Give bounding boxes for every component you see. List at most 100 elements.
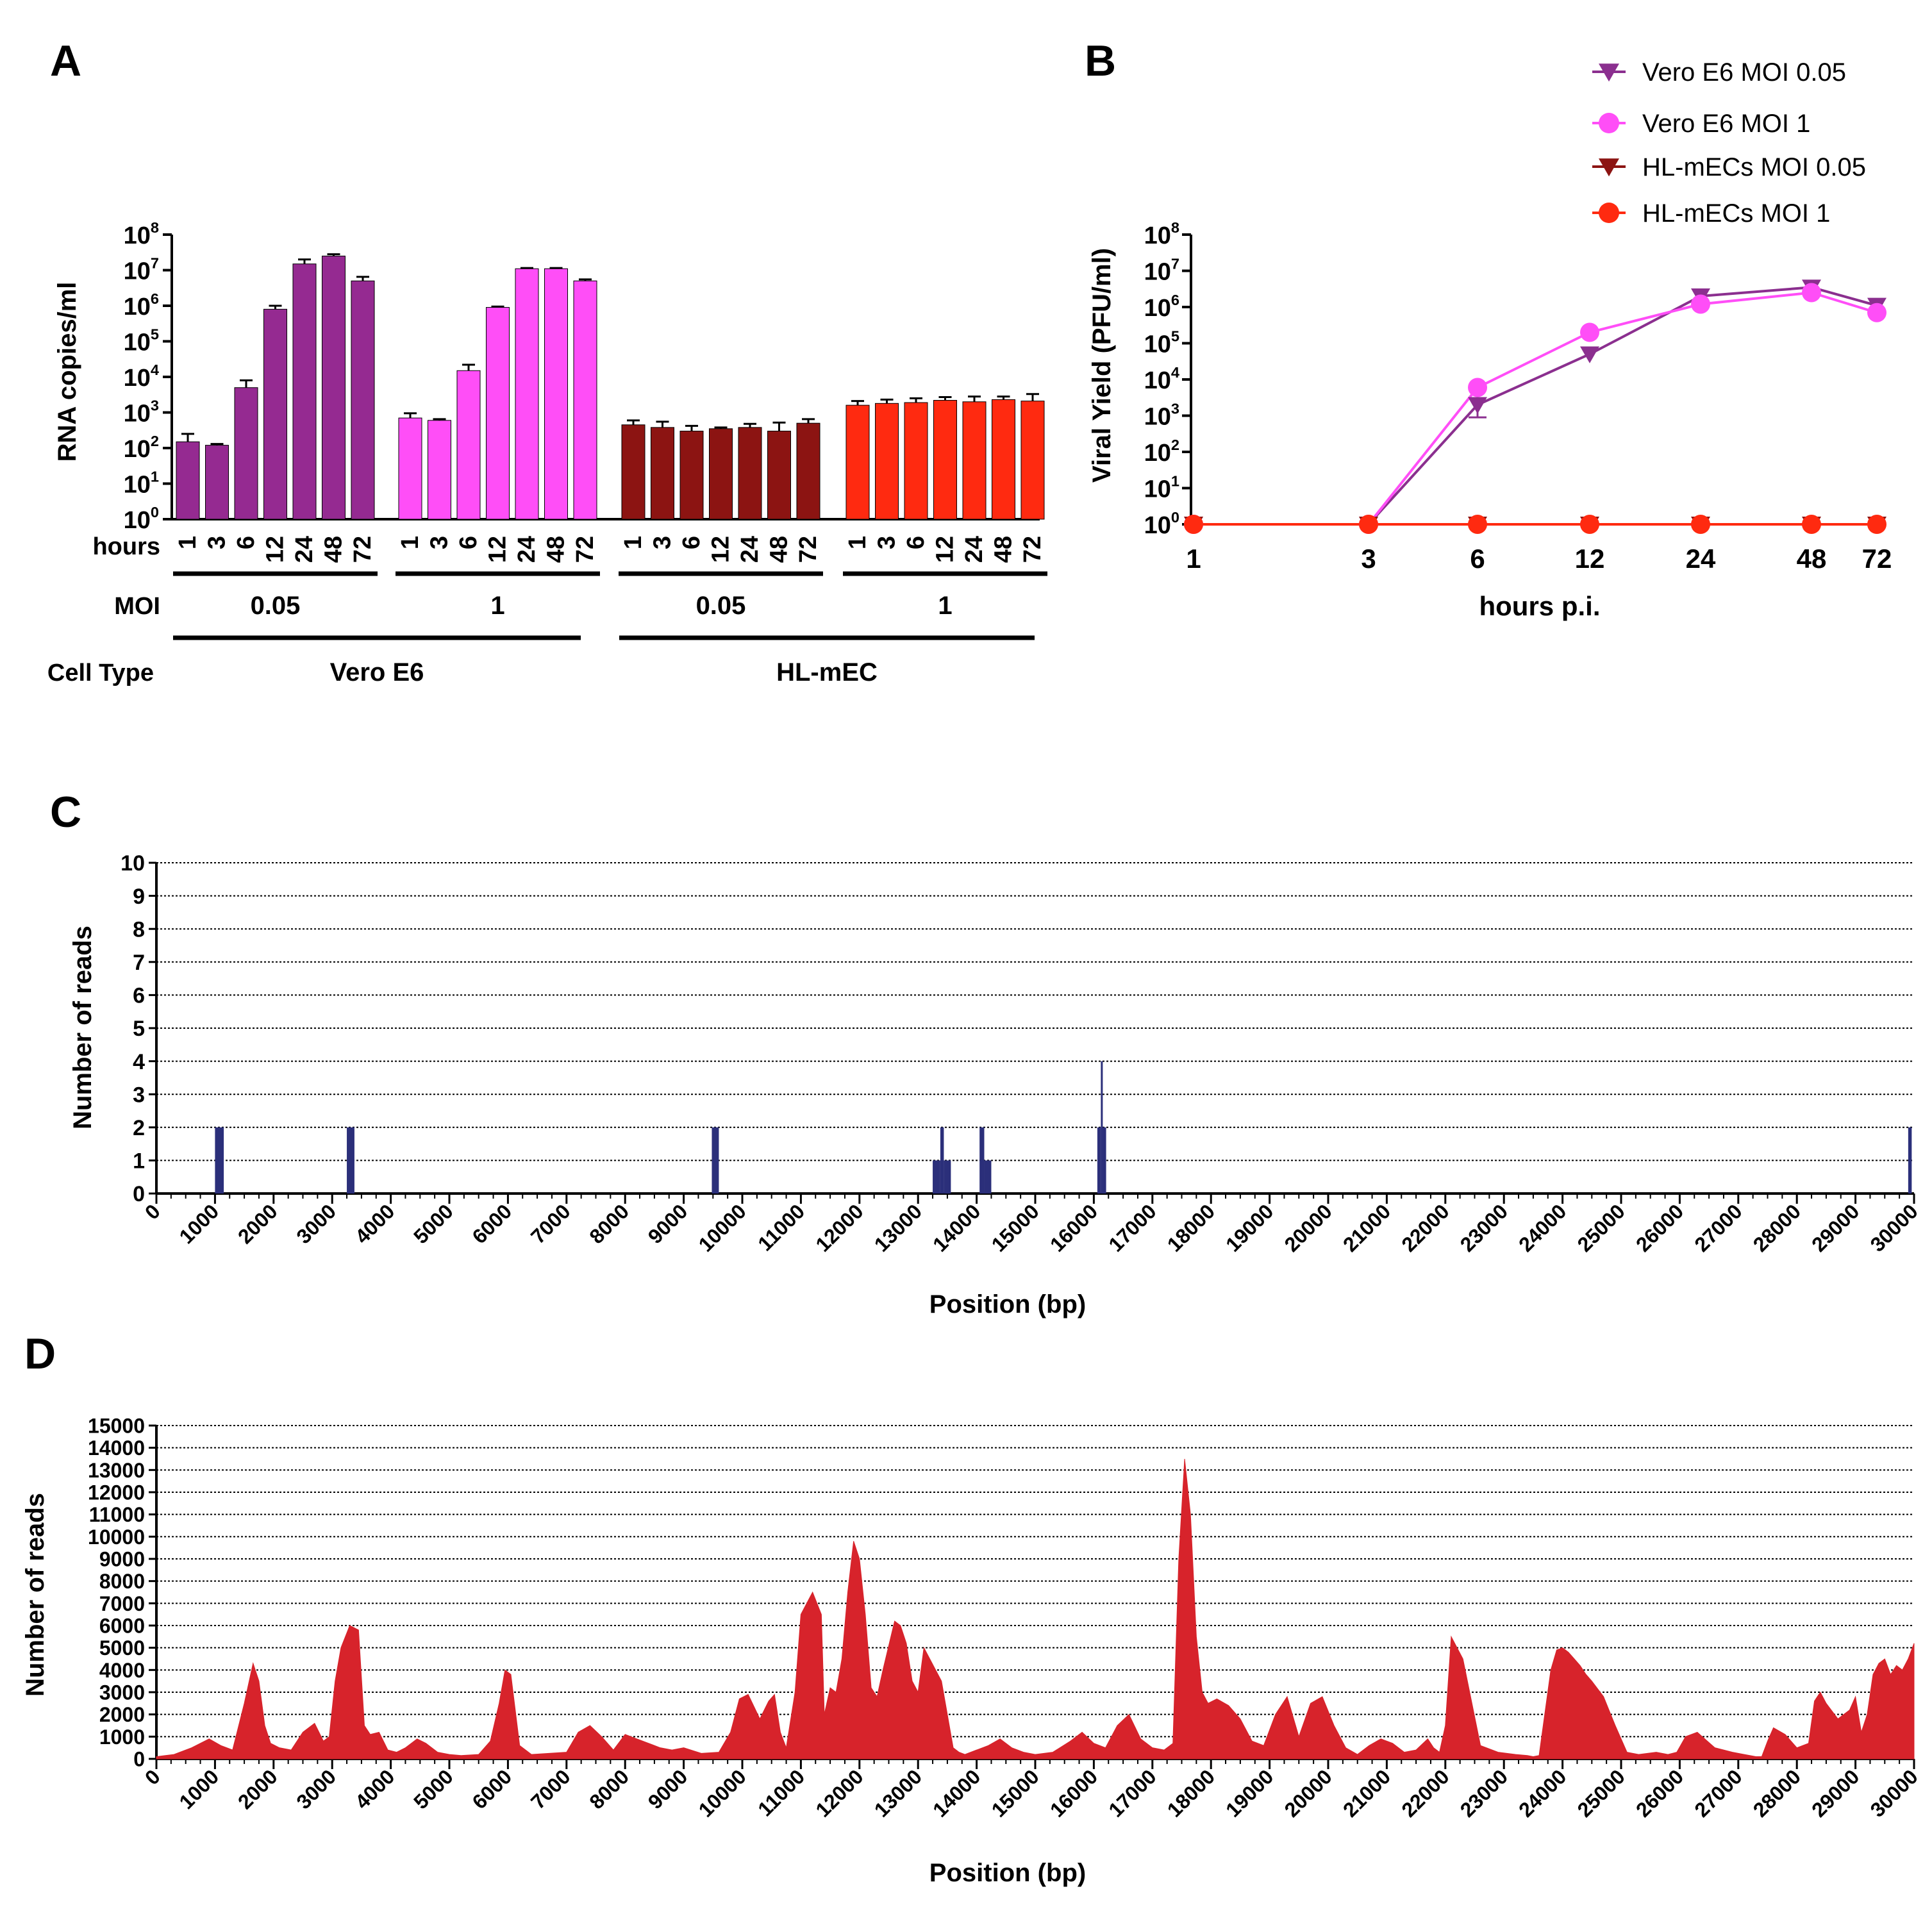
panel-a-bar [322,255,346,520]
panel-a-hours-tick-label: 72 [1019,536,1046,563]
panel-d-y-tick-label: 14000 [88,1436,145,1460]
panel-a-hours-tick-label: 1 [620,536,647,549]
panel-a-cell-type-label: Vero E6 [330,658,424,686]
panel-a-cell-type-row-label: Cell Type [47,660,154,686]
panel-a-bar [875,403,899,520]
panel-a-hours-tick-label: 12 [262,536,289,563]
panel-a-y-axis-title: RNA copies/ml [53,282,81,462]
panel-b-marker [1867,303,1886,322]
panel-b-marker [1802,515,1821,534]
panel-b-marker [1184,515,1203,534]
panel-c-y-tick-label: 7 [133,951,145,975]
panel-c-x-axis-title: Position (bp) [929,1290,1086,1319]
panel-c-bar [984,1160,992,1194]
panel-a-moi-row-label: MOI [114,593,160,620]
panel-d-y-tick-label: 5000 [99,1636,145,1660]
panel-b-legend-marker [1599,63,1619,82]
panel-d-y-tick-label: 1000 [99,1726,145,1749]
panel-a-hours-tick-label: 24 [737,536,763,563]
panel-b-x-tick-label: 1 [1186,544,1201,574]
panel-a-bar [651,427,674,520]
panel-a-hours-tick-label: 6 [455,536,482,549]
panel-b-y-tick-label: 106 [1144,292,1179,322]
panel-a-hours-tick-label: 12 [708,536,735,563]
panel-b-marker [1691,294,1710,314]
panel-b-legend-marker [1599,158,1619,177]
panel-a-bar [351,280,375,520]
panel-c-y-tick-label: 3 [133,1083,145,1107]
panel-a-hours-tick-label: 3 [874,536,901,549]
panel-a-bar [767,431,791,520]
panel-a-cell-type-label: HL-mEC [776,658,878,686]
panel-d-y-tick-label: 6000 [99,1615,145,1638]
panel-d-y-tick-label: 8000 [99,1570,145,1593]
panel-b-marker [1691,515,1710,534]
panel-a-hours-tick-label: 12 [932,536,959,563]
panel-a-bar [292,263,317,520]
panel-label-a: A [50,37,81,85]
panel-label-c: C [50,788,81,836]
panel-a-bar [679,431,704,520]
panel-d-coverage-area [156,1458,1915,1759]
panel-c-y-tick-label: 5 [133,1017,145,1041]
panel-c-bar [979,1127,985,1194]
panel-a-bar [176,441,200,520]
panel-a-hours-tick-label: 24 [291,536,318,563]
panel-b-legend-label: HL-mECs MOI 0.05 [1642,153,1866,181]
panel-a-bar [933,399,957,520]
panel-a-hours-tick-label: 48 [321,536,347,563]
panel-a-bar [1020,401,1045,520]
panel-a-bar [738,427,762,520]
panel-label-d: D [24,1329,56,1378]
panel-a-bar [205,445,229,520]
panel-a-bar [515,268,539,520]
panel-c-bar [1097,1127,1101,1194]
panel-b-x-tick-label: 24 [1686,544,1716,574]
panel-c-bar [347,1127,354,1194]
panel-d-y-tick-label: 13000 [88,1459,145,1482]
panel-d-y-tick-label: 7000 [99,1592,145,1615]
panel-a-y-tick-label: 104 [124,362,159,392]
panel-b-marker [1580,346,1599,363]
panel-b-marker [1468,378,1487,397]
panel-b-x-axis-title: hours p.i. [1479,591,1601,621]
panel-a-bar [845,404,870,520]
panel-a-hours-tick-label: 1 [174,536,201,549]
panel-b-y-axis-title: Viral Yield (PFU/ml) [1088,248,1116,483]
panel-a-hours-tick-label: 3 [426,536,453,549]
panel-a-bar [234,387,258,520]
panel-a-hours-tick-label: 72 [795,536,822,563]
panel-a-hours-tick-label: 3 [204,536,231,549]
panel-c-bar [1908,1127,1912,1194]
panel-a-hours-row-label: hours [92,533,160,560]
panel-c-bar [1103,1127,1106,1194]
panel-a-hours-tick-label: 24 [961,536,988,563]
panel-b-line-chart: Viral Yield (PFU/ml) hours p.i. 10010110… [1088,58,1892,621]
panel-a-hours-tick-label: 1 [844,536,871,549]
panel-b-legend-marker [1599,113,1619,133]
panel-b-legend-marker [1599,203,1619,223]
panel-c-y-tick-label: 0 [133,1182,145,1206]
panel-a-hours-tick-label: 3 [649,536,676,549]
panel-c-bar [933,1160,940,1194]
panel-c-y-axis-title: Number of reads [69,926,97,1129]
panel-a-bar [992,399,1015,520]
panel-b-marker [1802,283,1821,303]
panel-c-y-tick-label: 8 [133,917,145,942]
panel-a-hours-tick-label: 72 [572,536,599,563]
panel-c-y-tick-label: 4 [133,1050,145,1074]
panel-a-hours-tick-label: 48 [766,536,793,563]
panel-d-y-tick-label: 12000 [88,1481,145,1504]
panel-a-bar [573,280,597,520]
panel-c-bar [1101,1061,1103,1194]
panel-c-y-tick-label: 2 [133,1116,145,1140]
panel-a-bar [456,370,481,520]
panel-a-hours-tick-label: 12 [485,536,512,563]
panel-a-moi-label: 1 [490,592,504,620]
panel-c-y-tick-label: 6 [133,984,145,1008]
panel-c-bar [944,1160,951,1194]
panel-a-bar [544,268,568,520]
panel-d-y-tick-label: 15000 [88,1415,145,1438]
panel-c-bar [215,1127,224,1194]
